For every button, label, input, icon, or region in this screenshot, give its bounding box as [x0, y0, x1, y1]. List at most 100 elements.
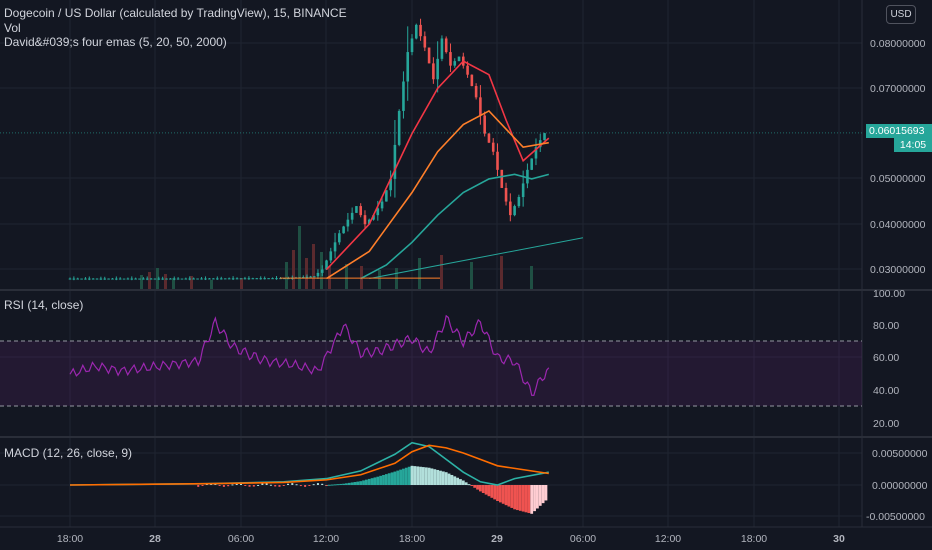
candle-body — [80, 278, 83, 280]
candle-body — [118, 278, 122, 280]
candle-body — [184, 278, 188, 280]
macd-tick-label: -0.00500000 — [866, 511, 925, 523]
rsi-legend[interactable]: RSI (14, close) — [4, 298, 84, 312]
macd-histogram-bar — [304, 485, 307, 487]
volume-bar — [418, 258, 421, 289]
macd-histogram-bar — [481, 485, 485, 493]
macd-histogram-bar — [479, 485, 482, 492]
macd-histogram-bar — [390, 472, 394, 485]
candle-body — [157, 278, 161, 280]
candle-body — [301, 277, 305, 279]
candle-body — [427, 47, 431, 64]
time-tick-label: 12:00 — [313, 533, 339, 545]
macd-histogram-bar — [321, 483, 324, 485]
macd-histogram-bar — [470, 485, 474, 486]
macd-histogram-bar — [436, 469, 440, 485]
candle-body — [376, 208, 380, 216]
macd-histogram-bar — [456, 477, 459, 485]
candle-body — [172, 278, 176, 280]
candle-body — [180, 278, 184, 280]
candle-body — [145, 278, 149, 280]
candle-body — [359, 206, 362, 216]
candle-body — [72, 278, 76, 280]
macd-histogram-bar — [447, 473, 451, 485]
volume-legend[interactable]: Vol — [4, 21, 21, 35]
candle-body — [115, 278, 118, 280]
volume-bar — [148, 272, 151, 289]
macd-histogram-bar — [342, 483, 345, 485]
macd-histogram-bar — [316, 483, 319, 485]
volume-bar — [530, 266, 533, 289]
candle-body — [219, 278, 223, 280]
time-tick-label: 12:00 — [655, 533, 681, 545]
candle-body — [91, 278, 95, 280]
rsi-tick-label: 20.00 — [873, 418, 899, 430]
macd-histogram-bar — [379, 475, 383, 485]
volume-bar — [298, 226, 301, 289]
macd-histogram-bar — [312, 484, 315, 486]
macd-histogram-bar — [278, 485, 281, 487]
price-tick-label: 0.04000000 — [870, 219, 926, 231]
price-pane[interactable] — [68, 18, 584, 281]
candle-body — [385, 190, 388, 202]
candle-body — [176, 278, 180, 280]
macd-histogram-bar — [359, 481, 363, 485]
macd-histogram-bar — [433, 469, 437, 485]
candle-body — [350, 212, 354, 220]
rsi-tick-label: 80.00 — [873, 320, 899, 332]
candle-body — [436, 58, 439, 80]
macd-histogram-bar — [291, 483, 294, 485]
candle-body — [216, 278, 219, 280]
candle-body — [410, 38, 414, 53]
candle-body — [487, 133, 491, 143]
macd-histogram-bar — [240, 483, 242, 485]
macd-histogram-bar — [453, 476, 457, 485]
macd-histogram-bar — [510, 485, 514, 508]
rsi-pane[interactable] — [69, 314, 550, 396]
ema-legend[interactable]: David&#039;s four emas (5, 20, 50, 2000) — [4, 35, 227, 49]
macd-histogram-bar — [496, 485, 499, 501]
candle-body — [526, 169, 529, 184]
volume-bar — [500, 256, 503, 289]
vertical-grid — [69, 0, 840, 527]
currency-button[interactable]: USD — [886, 5, 916, 24]
symbol-title[interactable]: Dogecoin / US Dollar (calculated by Trad… — [4, 6, 347, 20]
macd-histogram-bar — [487, 485, 491, 497]
macd-histogram-bar — [504, 485, 508, 506]
volume-bars — [140, 226, 533, 289]
macd-histogram-bar — [498, 485, 502, 503]
bar-countdown: 14:05 — [894, 138, 932, 152]
macd-histogram-bar — [441, 471, 445, 485]
candle-body — [534, 147, 538, 159]
volume-bar — [190, 276, 193, 289]
candle-body — [402, 81, 405, 111]
candle-body — [509, 201, 512, 216]
macd-histogram-bar — [424, 467, 428, 485]
macd-pane[interactable] — [69, 441, 549, 514]
rsi-tick-label: 40.00 — [873, 385, 899, 397]
macd-legend[interactable]: MACD (12, 26, close, 9) — [4, 446, 133, 460]
macd-histogram-bar — [345, 483, 348, 485]
candle-body — [500, 169, 504, 188]
time-axis[interactable]: 18:00 28 06:00 12:00 18:00 29 06:00 12:00 18:00 3… — [57, 533, 845, 545]
candle-body — [283, 278, 286, 280]
macd-histogram-bar — [235, 483, 238, 485]
price-axis[interactable]: 0.08000000 0.07000000 0.05000000 0.04000000… — [866, 38, 928, 523]
macd-histogram-bar — [516, 485, 519, 511]
macd-histogram-bar — [467, 484, 471, 486]
macd-histogram-bar — [399, 469, 402, 485]
time-tick-label: 30 — [833, 533, 845, 545]
candle-body — [521, 183, 525, 198]
macd-histogram-bar — [222, 485, 225, 487]
macd-histogram-bar — [387, 473, 391, 485]
candle-body — [243, 278, 247, 280]
macd-histogram-bar — [439, 470, 442, 485]
macd-histogram-bar — [373, 477, 377, 485]
candle-body — [223, 278, 227, 280]
macd-histogram-bar — [197, 485, 200, 487]
macd-histogram-bar — [427, 467, 431, 485]
candle-body — [103, 278, 107, 280]
candle-body — [372, 215, 375, 220]
candle-body — [444, 38, 448, 53]
